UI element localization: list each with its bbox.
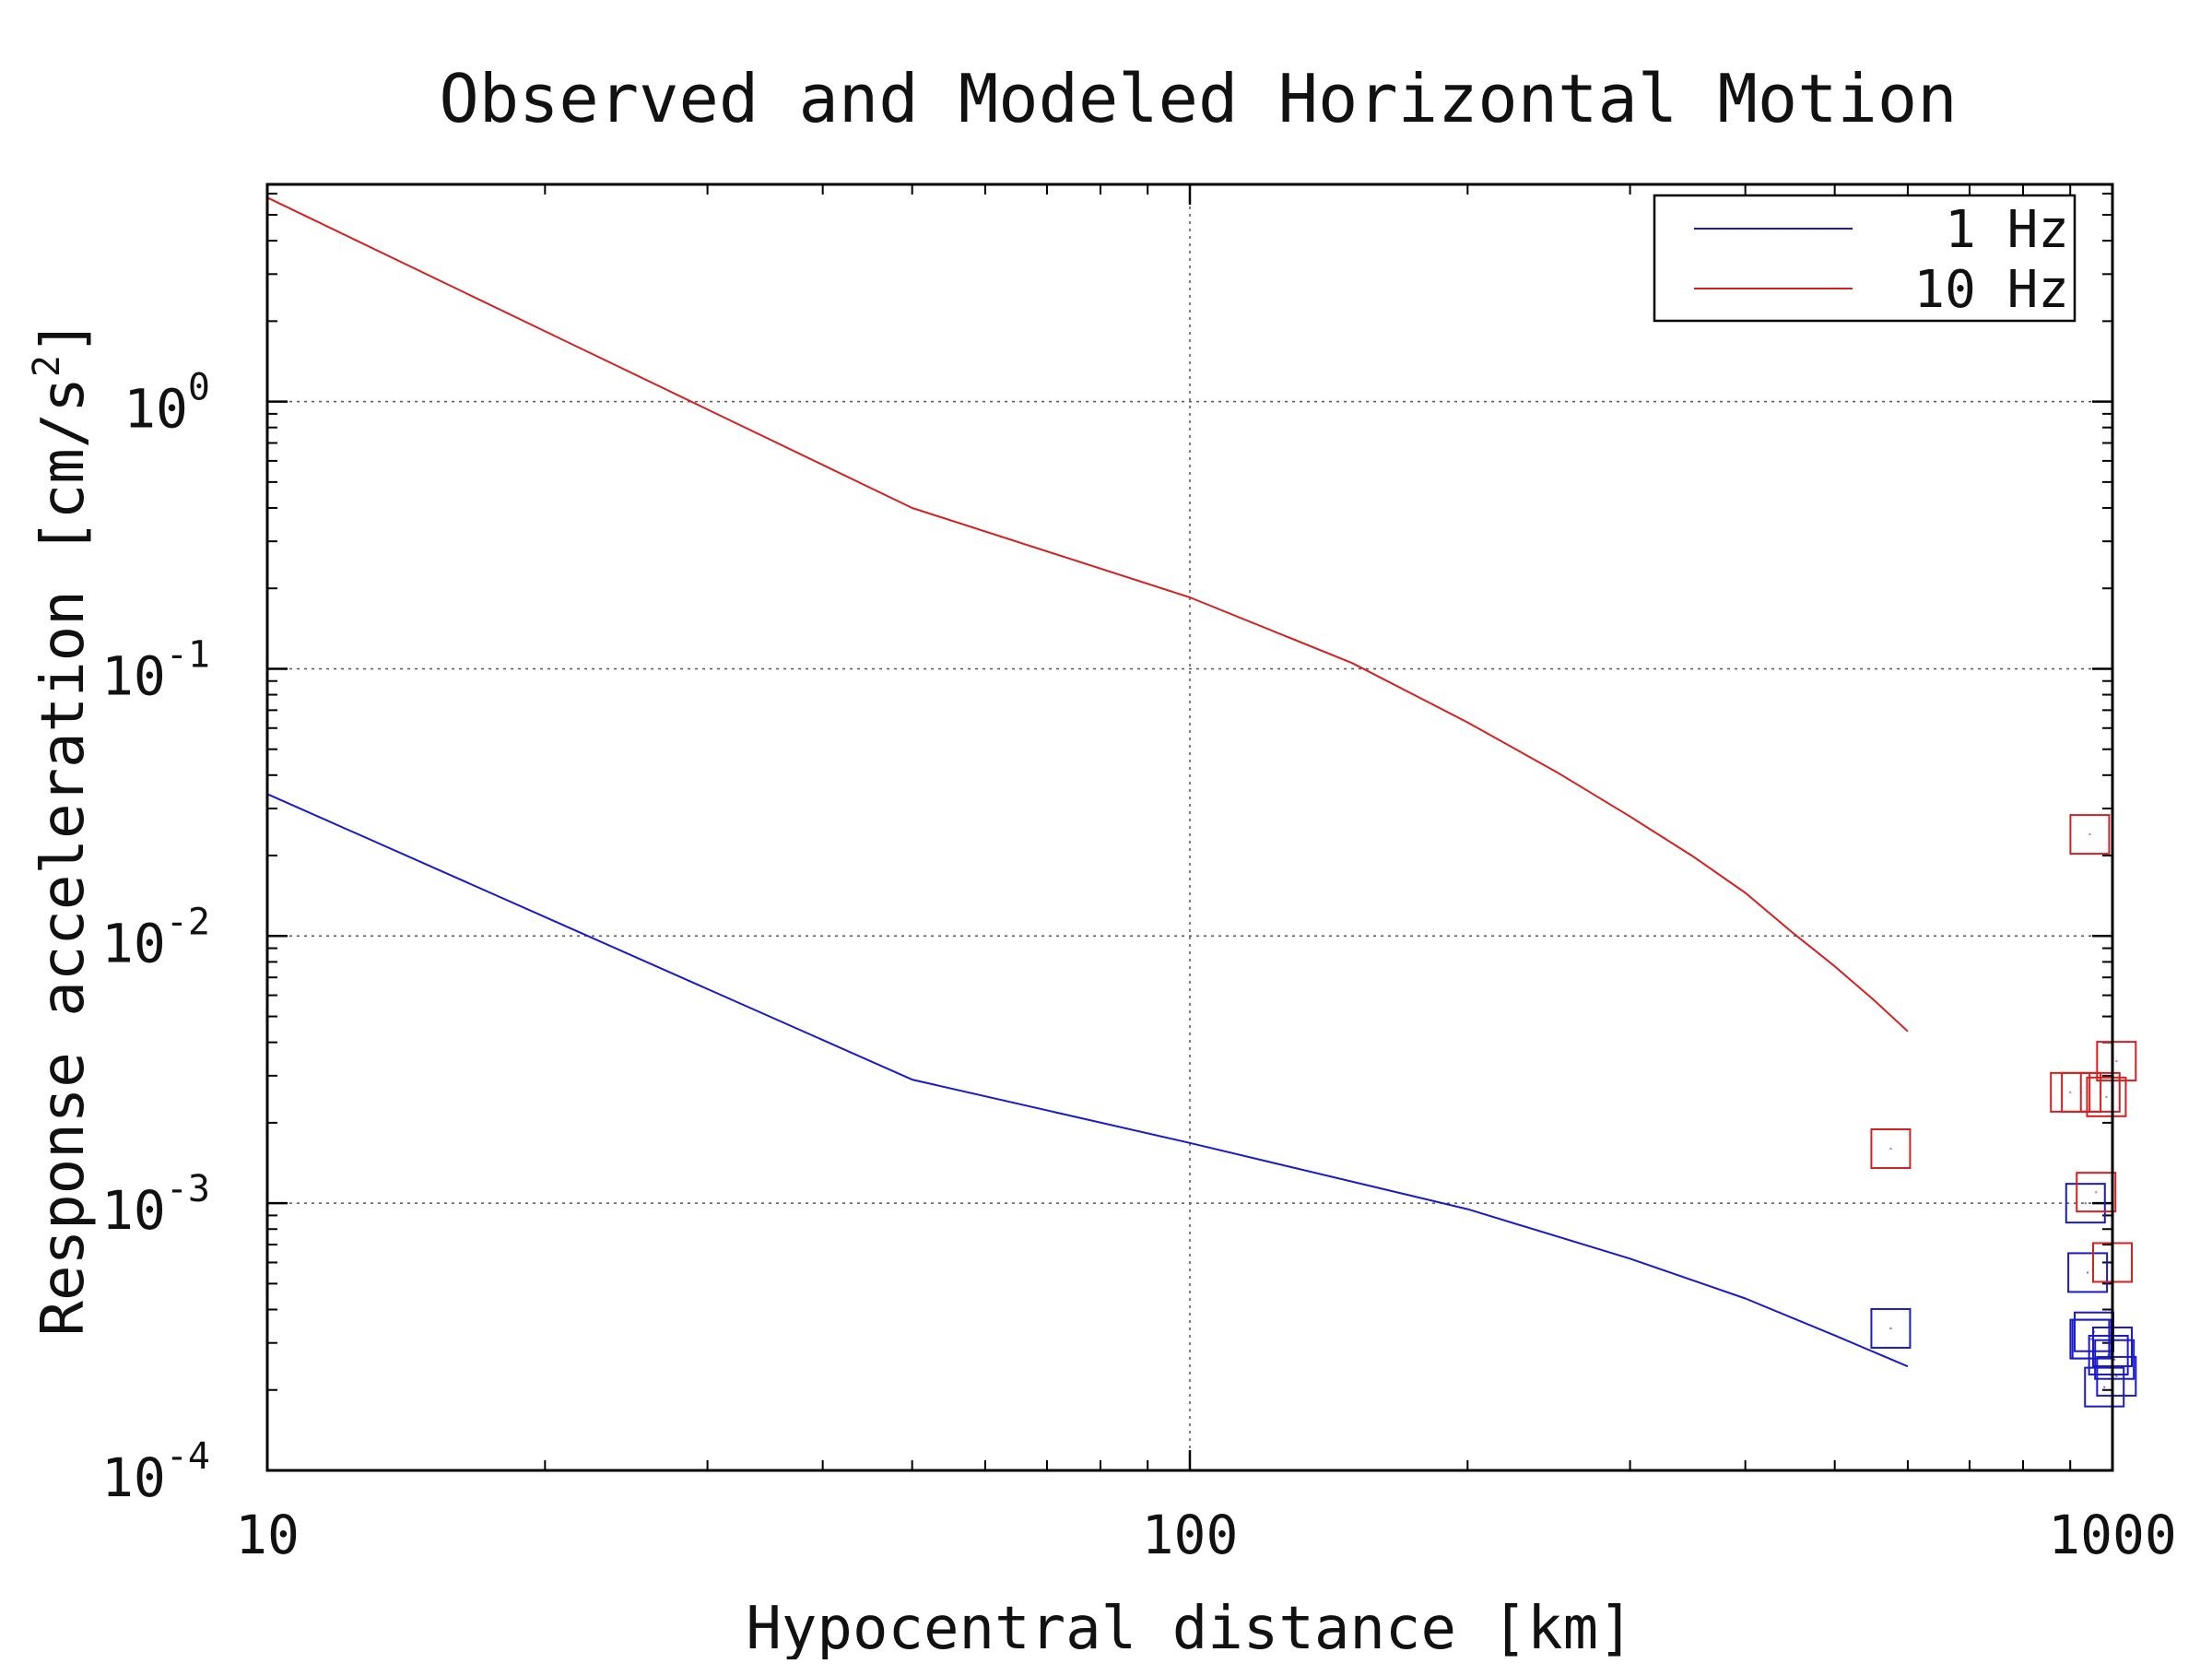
y-axis-label-superscript: 2 [26,355,68,377]
observed-marker-10hz [2079,1071,2121,1113]
observed-marker-center-10hz [2115,1059,2118,1063]
legend-label-1hz: 1 Hz [1945,200,2069,260]
observed-marker-center-1hz [2086,1271,2089,1274]
series-layer [266,196,1909,1368]
observed-marker-center-10hz [2095,1190,2098,1194]
y-tick-exponent: -2 [166,901,210,943]
legend-label-10hz: 10 Hz [1913,260,2069,320]
observed-marker-10hz [1870,1127,1912,1169]
observed-marker-center-10hz [2088,832,2091,836]
x-tick-label: 1000 [2048,1504,2177,1566]
y-tick-base: 10 [101,912,166,974]
observed-marker-1hz [2096,1355,2137,1397]
y-tick-label: 10-3 [101,1168,210,1242]
series-line-1hz [266,793,1909,1368]
observed-marker-center-10hz [2068,1091,2072,1094]
chart-title: Observed and Modeled Horizontal Motion [439,60,1957,137]
observed-marker-1hz [2084,1366,2125,1408]
plot-frame [265,183,2114,1472]
observed-marker-center-10hz [2105,1095,2108,1099]
observed-marker-center-1hz [2115,1375,2118,1378]
observed-marker-10hz [2096,1041,2137,1082]
observed-marker-1hz [2065,1183,2106,1224]
observed-marker-center-1hz [2103,1386,2106,1388]
y-axis-label-end: ] [29,320,98,356]
observed-marker-10hz [2086,1076,2127,1117]
observed-marker-center-10hz [1889,1147,1892,1151]
y-tick-label: 100 [124,367,210,441]
series-line-10hz [266,196,1909,1033]
y-tick-label: 10-4 [101,1435,210,1509]
grid-layer [267,184,2112,1470]
observed-marker-1hz [1870,1307,1912,1349]
legend-box [1653,194,2077,323]
legend: 1 Hz 10 Hz [1653,194,2077,323]
y-tick-base: 10 [101,1446,166,1509]
y-tick-exponent: -3 [166,1168,210,1210]
observed-marker-10hz [2069,814,2111,856]
x-tick-label: 100 [1142,1504,1239,1566]
y-axis-label-main: Response acceleration [cm/s [29,377,98,1336]
y-tick-base: 10 [101,1179,166,1242]
observed-marker-center-1hz [2084,1201,2087,1205]
observed-marker-1hz [2088,1334,2129,1375]
x-tick-label: 10 [235,1504,300,1566]
x-axis-label: Hypocentral distance [km] [746,1595,1633,1659]
observed-marker-1hz [2067,1252,2109,1293]
y-tick-exponent: 0 [188,367,210,409]
y-tick-exponent: -4 [166,1435,210,1478]
observed-marker-1hz [2094,1339,2136,1380]
y-axis-label: Response acceleration [cm/s2] [26,320,98,1337]
minor-tick-layer [267,184,2112,1470]
y-tick-base: 10 [124,378,188,441]
observed-marker-center-1hz [1889,1327,1892,1330]
observed-marker-center-1hz [2112,1358,2116,1361]
observed-marker-center-1hz [2107,1353,2110,1357]
observed-marker-10hz [2076,1172,2117,1213]
y-tick-label: 10-2 [101,901,210,974]
y-tick-label: 10-1 [101,633,210,707]
y-tick-base: 10 [101,644,166,707]
x-tick-labels: 10 100 1000 [235,1504,2177,1566]
y-tick-exponent: -1 [166,633,210,676]
observed-marker-center-10hz [2099,1091,2101,1094]
